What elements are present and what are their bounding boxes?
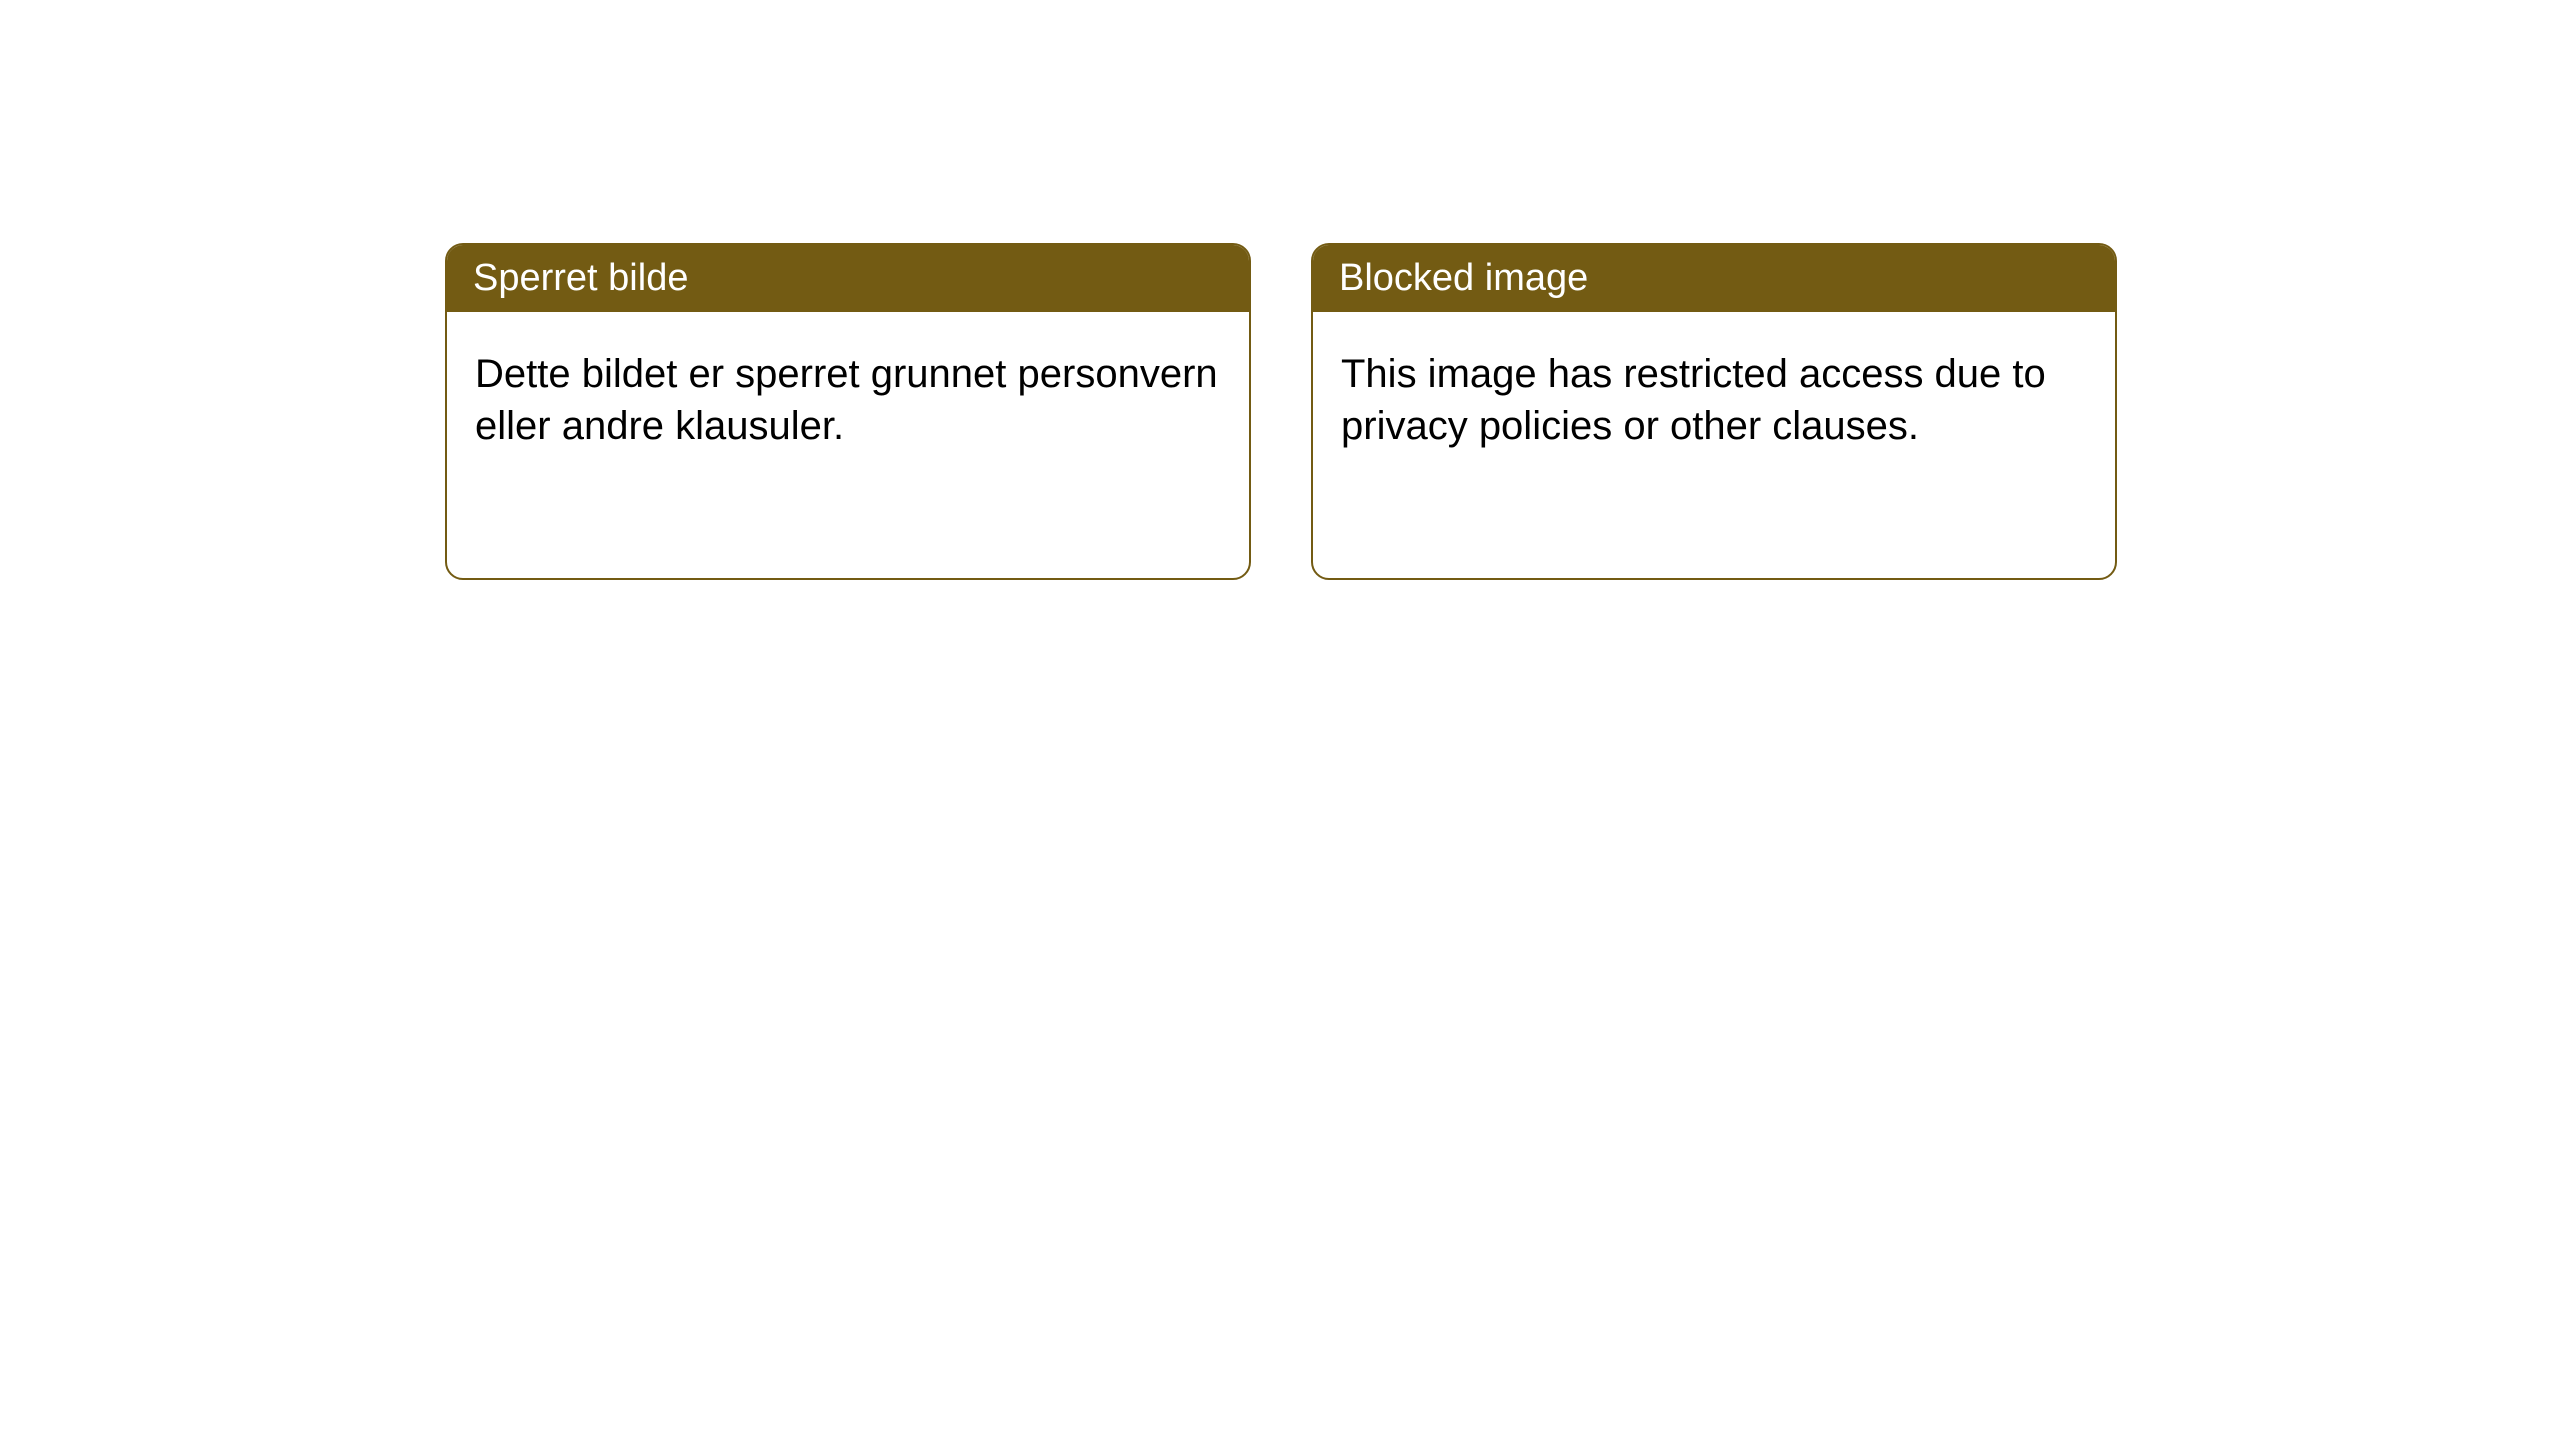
notice-panel-norwegian: Sperret bilde Dette bildet er sperret gr… bbox=[445, 243, 1251, 580]
panel-header: Blocked image bbox=[1313, 245, 2115, 312]
panel-body-text: This image has restricted access due to … bbox=[1341, 352, 2046, 448]
panel-body: Dette bildet er sperret grunnet personve… bbox=[447, 312, 1249, 488]
panel-title: Sperret bilde bbox=[473, 257, 688, 299]
panel-body-text: Dette bildet er sperret grunnet personve… bbox=[475, 352, 1218, 448]
panel-header: Sperret bilde bbox=[447, 245, 1249, 312]
notice-container: Sperret bilde Dette bildet er sperret gr… bbox=[445, 243, 2117, 580]
panel-body: This image has restricted access due to … bbox=[1313, 312, 2115, 488]
panel-title: Blocked image bbox=[1339, 257, 1588, 299]
notice-panel-english: Blocked image This image has restricted … bbox=[1311, 243, 2117, 580]
